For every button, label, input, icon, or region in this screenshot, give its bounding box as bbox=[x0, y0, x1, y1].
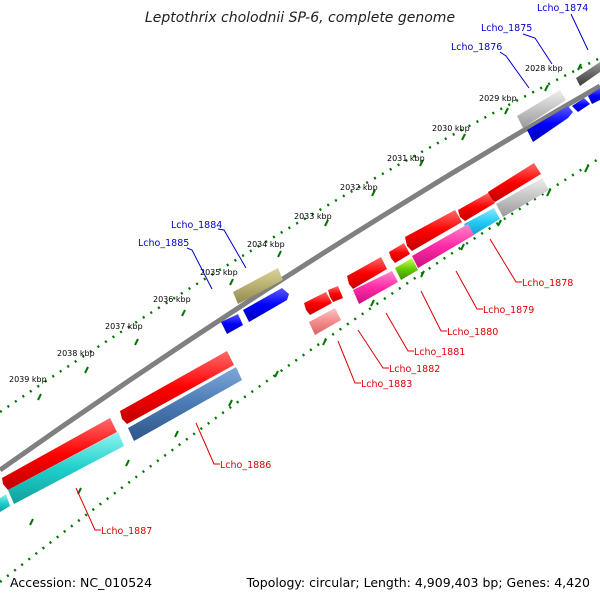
gene-lcho-1876[interactable] bbox=[517, 90, 566, 128]
reverse-leaders bbox=[75, 238, 522, 531]
scale-label: 2030 kbp bbox=[432, 124, 470, 133]
gene-label-lcho-1878[interactable]: Lcho_1878 bbox=[522, 278, 573, 289]
inner-tick-ring bbox=[0, 156, 600, 583]
gene-label-lcho-1879[interactable]: Lcho_1879 bbox=[483, 305, 534, 316]
gene-lcho-1875b[interactable] bbox=[588, 88, 600, 104]
gene-lcho-1881[interactable] bbox=[353, 271, 398, 304]
gene-lcho-1879b[interactable] bbox=[412, 224, 474, 268]
accession-text: Accession: NC_010524 bbox=[10, 575, 153, 590]
scale-label: 2029 kbp bbox=[479, 94, 517, 103]
scale-label: 2032 kbp bbox=[340, 183, 378, 192]
outer-tick-ring bbox=[0, 56, 600, 414]
gene-label-lcho-1876[interactable]: Lcho_1876 bbox=[451, 42, 502, 53]
gene-lcho-1882b[interactable] bbox=[328, 286, 343, 302]
scale-label: 2037 kbp bbox=[105, 322, 143, 331]
scale-label: 2028 kbp bbox=[525, 64, 563, 73]
gene-lcho-1884[interactable] bbox=[233, 268, 283, 304]
gene-lcho-1878b[interactable] bbox=[488, 163, 541, 202]
gene-label-lcho-1884[interactable]: Lcho_1884 bbox=[171, 220, 222, 231]
scale-label: 2035 kbp bbox=[200, 268, 238, 277]
gene-lcho-1876b[interactable] bbox=[527, 106, 573, 142]
reverse-gene-labels: Lcho_1878 Lcho_1879 Lcho_1880 Lcho_1881 … bbox=[101, 278, 573, 537]
gene-label-lcho-1882[interactable]: Lcho_1882 bbox=[389, 364, 440, 375]
scale-label: 2036 kbp bbox=[153, 295, 191, 304]
gene-label-lcho-1885[interactable]: Lcho_1885 bbox=[138, 238, 189, 249]
gene-label-lcho-1875[interactable]: Lcho_1875 bbox=[481, 23, 532, 34]
gene-lcho-1886a[interactable] bbox=[120, 351, 234, 424]
reverse-strand bbox=[0, 163, 549, 512]
gene-label-lcho-1887[interactable]: Lcho_1887 bbox=[101, 526, 152, 537]
outer-major-ticks bbox=[37, 63, 582, 401]
gene-lcho-1880a[interactable] bbox=[405, 210, 462, 251]
forward-gene-labels: Lcho_1874 Lcho_1875 Lcho_1876 Lcho_1884 … bbox=[138, 3, 588, 249]
gene-lcho-1881a[interactable] bbox=[389, 243, 410, 263]
scale-label: 2038 kbp bbox=[57, 349, 95, 358]
gene-lcho-1887a[interactable] bbox=[2, 418, 117, 490]
gene-label-lcho-1886[interactable]: Lcho_1886 bbox=[220, 460, 271, 471]
scale-label: 2039 kbp bbox=[9, 375, 47, 384]
forward-leaders bbox=[186, 13, 589, 290]
gene-label-lcho-1881[interactable]: Lcho_1881 bbox=[414, 347, 465, 358]
gene-lcho-1878[interactable] bbox=[496, 178, 549, 217]
genome-summary-text: Topology: circular; Length: 4,909,403 bp… bbox=[246, 575, 590, 590]
gene-lcho-1875[interactable] bbox=[572, 98, 590, 112]
gene-label-lcho-1880[interactable]: Lcho_1880 bbox=[447, 327, 498, 338]
gene-lcho-1884b[interactable] bbox=[243, 288, 289, 322]
gene-lcho-1885[interactable] bbox=[221, 314, 243, 334]
gene-lcho-1874[interactable] bbox=[576, 62, 600, 86]
gene-lcho-1879[interactable] bbox=[464, 208, 500, 237]
gene-lcho-1879a[interactable] bbox=[458, 193, 495, 221]
gene-lcho-1887b[interactable] bbox=[0, 494, 10, 512]
gene-lcho-1882a[interactable] bbox=[347, 257, 387, 289]
scale-labels: 2028 kbp 2029 kbp 2030 kbp 2031 kbp 2032… bbox=[9, 64, 563, 384]
gene-lcho-1883[interactable] bbox=[309, 308, 341, 335]
scale-label: 2031 kbp bbox=[387, 154, 425, 163]
scale-label: 2034 kbp bbox=[247, 240, 285, 249]
backbone bbox=[0, 83, 600, 473]
gene-lcho-1880[interactable] bbox=[395, 258, 418, 280]
gene-lcho-1887[interactable] bbox=[8, 432, 124, 504]
gene-label-lcho-1874[interactable]: Lcho_1874 bbox=[537, 3, 588, 14]
gene-lcho-1882[interactable] bbox=[304, 292, 332, 315]
forward-strand bbox=[221, 62, 600, 334]
map-title: Leptothrix cholodnii SP-6, complete geno… bbox=[144, 10, 456, 26]
gene-lcho-1886[interactable] bbox=[128, 367, 242, 441]
scale-label: 2033 kbp bbox=[294, 212, 332, 221]
gene-label-lcho-1883[interactable]: Lcho_1883 bbox=[361, 379, 412, 390]
